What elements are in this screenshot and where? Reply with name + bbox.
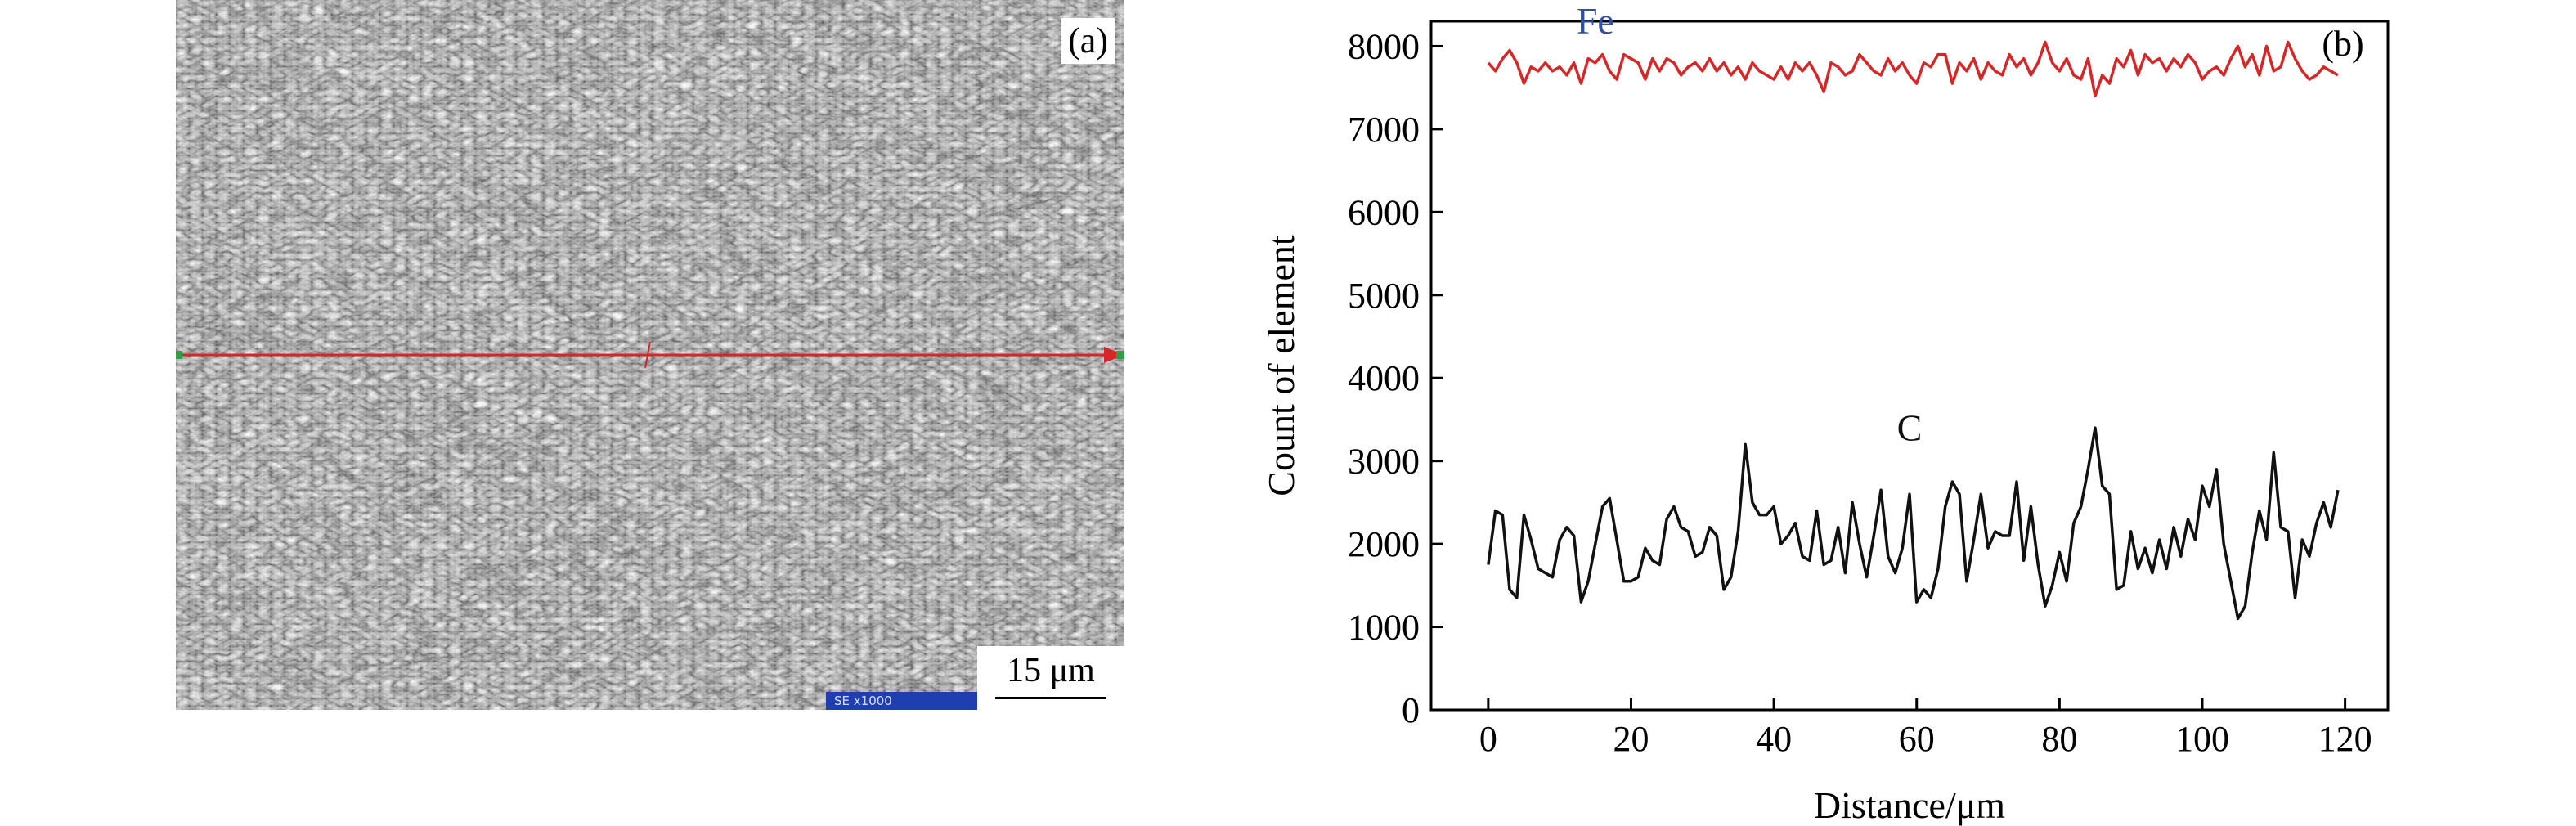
series-layer: Fe C	[1487, 0, 2340, 621]
magnification-tag: SE x1000	[826, 692, 977, 710]
x-tick-label: 20	[1613, 719, 1649, 759]
x-axis: 0 20 40 60 80 100 120	[1479, 698, 2372, 759]
line-scan-end-marker	[1116, 351, 1124, 359]
x-tick-label: 120	[2318, 719, 2372, 759]
sem-micrograph-image	[176, 0, 1124, 710]
line-scan-start-marker	[176, 351, 182, 359]
series-label-fe: Fe	[1577, 0, 1614, 42]
line-scan-arrowhead	[1104, 347, 1124, 363]
x-tick-label: 60	[1899, 719, 1935, 759]
x-tick-label: 80	[2041, 719, 2077, 759]
y-axis-title: Count of element	[1260, 235, 1302, 496]
y-tick-label: 2000	[1348, 524, 1420, 564]
y-tick-label: 1000	[1348, 608, 1420, 648]
scale-bar-line	[995, 697, 1106, 699]
line-scan-cursor	[644, 341, 651, 369]
plot-frame	[1429, 20, 2390, 712]
y-tick-label: 3000	[1348, 442, 1420, 482]
series-line-fe	[1487, 40, 2339, 98]
magnification-tag-text: SE x1000	[834, 694, 892, 708]
panel-b-label: (b)	[2322, 24, 2363, 64]
y-tick-label: 5000	[1348, 276, 1420, 316]
y-axis: 0 1000 2000 3000 4000 5000 6000 7000 8000	[1348, 26, 1443, 730]
x-tick-label: 100	[2175, 719, 2229, 759]
y-tick-label: 4000	[1348, 358, 1420, 398]
y-tick-label: 6000	[1348, 192, 1420, 232]
series-line-c	[1487, 426, 2340, 621]
y-tick-label: 7000	[1348, 110, 1420, 150]
panel-a-label: (a)	[1061, 18, 1115, 64]
scale-bar-label: 15 μm	[1007, 652, 1095, 689]
y-tick-label: 8000	[1348, 26, 1420, 66]
series-label-c: C	[1897, 406, 1923, 448]
scale-bar: 15 μm	[977, 646, 1124, 710]
y-tick-label: 0	[1402, 690, 1420, 730]
x-tick-label: 0	[1479, 719, 1497, 759]
x-axis-title: Distance/μm	[1814, 784, 2005, 826]
x-tick-label: 40	[1756, 719, 1792, 759]
sem-micrograph-panel: (a) SE x1000 15 μm	[176, 0, 1124, 710]
